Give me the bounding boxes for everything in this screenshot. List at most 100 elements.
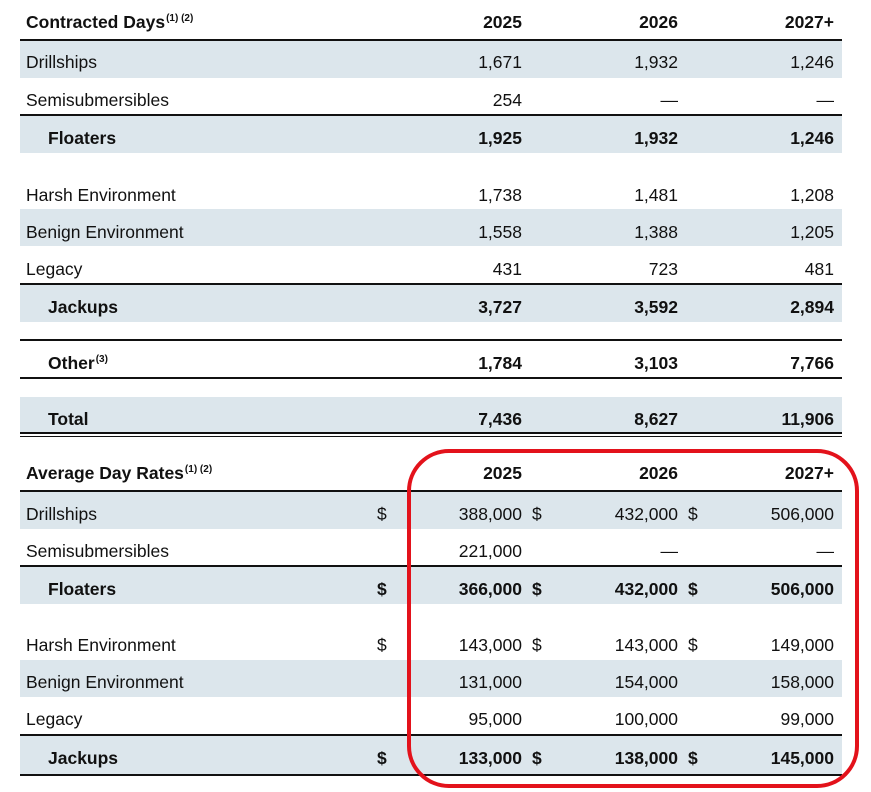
rates-year-3: 2027+ [784, 463, 834, 483]
table-row: Harsh Environment 1,738 1,481 1,208 [20, 172, 842, 209]
contracted-year-1: 2025 [483, 12, 522, 32]
cell-value: 158,000 [770, 672, 834, 692]
cell-value: 95,000 [468, 709, 522, 729]
row-label: Jackups [48, 297, 119, 317]
cell-value: 11,906 [781, 409, 834, 429]
cell-value: 145,000 [770, 748, 834, 768]
contracted-year-2: 2026 [639, 12, 678, 32]
cell-value: 1,558 [478, 222, 522, 242]
currency-symbol: $ [688, 504, 698, 524]
table-row: Semisubmersibles 254 — — [20, 78, 842, 115]
rule [20, 565, 842, 567]
currency-symbol: $ [377, 748, 387, 768]
cell-value: 2,894 [790, 297, 834, 317]
table-row-subtotal: Floaters 1,925 1,932 1,246 [20, 116, 842, 153]
currency-symbol: $ [377, 635, 387, 655]
cell-value: 221,000 [458, 541, 522, 561]
row-label: Drillships [26, 504, 97, 524]
table-row: Legacy 431 723 481 [20, 246, 842, 283]
cell-value: 1,932 [634, 52, 678, 72]
table-row-total: Total 7,436 8,627 11,906 [20, 397, 842, 433]
currency-symbol: $ [532, 748, 542, 768]
cell-value: — [816, 541, 835, 561]
cell-value: 100,000 [614, 709, 678, 729]
contracted-header-row: Contracted Days(1) (2) 2025 2026 2027+ [20, 12, 842, 38]
table-row: Drillships $ 388,000 $ 432,000 $ 506,000 [20, 492, 842, 529]
cell-value: 1,388 [634, 222, 678, 242]
cell-value: 506,000 [770, 504, 834, 524]
cell-value: 1,932 [634, 128, 678, 148]
cell-value: 133,000 [458, 748, 522, 768]
currency-symbol: $ [688, 748, 698, 768]
row-label: Other(3) [48, 353, 108, 373]
table-row-subtotal: Floaters $ 366,000 $ 432,000 $ 506,000 [20, 567, 842, 604]
cell-value: 254 [492, 90, 522, 110]
cell-value: 432,000 [614, 504, 678, 524]
cell-value: 481 [804, 259, 834, 279]
row-label: Harsh Environment [26, 185, 176, 205]
cell-value: 432,000 [614, 579, 678, 599]
cell-value: — [660, 541, 679, 561]
cell-value: 1,481 [634, 185, 678, 205]
row-label: Total [48, 409, 89, 429]
cell-value: 143,000 [458, 635, 522, 655]
cell-value: 1,246 [790, 128, 834, 148]
cell-value: 131,000 [458, 672, 522, 692]
double-rule [20, 432, 842, 437]
cell-value: 3,727 [478, 297, 522, 317]
rates-header-row: Average Day Rates(1) (2) 2025 2026 2027+ [20, 463, 842, 489]
table-row-subtotal: Other(3) 1,784 3,103 7,766 [20, 341, 842, 377]
cell-value: 723 [648, 259, 678, 279]
row-label: Benign Environment [26, 222, 184, 242]
cell-value: 3,592 [634, 297, 678, 317]
cell-value: 138,000 [614, 748, 678, 768]
table-row: Semisubmersibles 221,000 — — [20, 529, 842, 566]
contracted-title: Contracted Days(1) (2) [26, 12, 194, 32]
currency-symbol: $ [532, 635, 542, 655]
table-row: Benign Environment 131,000 154,000 158,0… [20, 660, 842, 697]
row-label: Floaters [48, 579, 117, 599]
table-row: Harsh Environment $ 143,000 $ 143,000 $ … [20, 623, 842, 660]
cell-value: 506,000 [770, 579, 834, 599]
cell-value: 3,103 [634, 353, 678, 373]
currency-symbol: $ [377, 579, 387, 599]
rates-year-1: 2025 [483, 463, 522, 483]
rule [20, 490, 842, 492]
currency-symbol: $ [377, 504, 387, 524]
row-label: Legacy [26, 709, 83, 729]
rule [20, 774, 842, 776]
cell-value: 7,766 [790, 353, 834, 373]
currency-symbol: $ [532, 504, 542, 524]
cell-value: 431 [492, 259, 522, 279]
rule [20, 339, 842, 341]
currency-symbol: $ [532, 579, 542, 599]
cell-value: 1,738 [478, 185, 522, 205]
table-row: Benign Environment 1,558 1,388 1,205 [20, 209, 842, 246]
cell-value: 143,000 [614, 635, 678, 655]
cell-value: 99,000 [780, 709, 834, 729]
rule [20, 283, 842, 285]
cell-value: 1,246 [790, 52, 834, 72]
row-label: Jackups [48, 748, 119, 768]
table-row-subtotal: Jackups $ 133,000 $ 138,000 $ 145,000 [20, 736, 842, 774]
cell-value: 1,671 [478, 52, 522, 72]
cell-value: 1,205 [790, 222, 834, 242]
table-row: Drillships 1,671 1,932 1,246 [20, 41, 842, 78]
cell-value: 8,627 [634, 409, 678, 429]
cell-value: — [816, 90, 835, 110]
rule [20, 114, 842, 116]
table-row-subtotal: Jackups 3,727 3,592 2,894 [20, 285, 842, 322]
rates-title: Average Day Rates(1) (2) [26, 463, 213, 483]
rates-year-2: 2026 [639, 463, 678, 483]
table-row: Legacy 95,000 100,000 99,000 [20, 697, 842, 734]
row-label: Drillships [26, 52, 97, 72]
cell-value: 154,000 [614, 672, 678, 692]
cell-value: 366,000 [458, 579, 522, 599]
cell-value: 1,784 [478, 353, 522, 373]
row-label: Semisubmersibles [26, 90, 169, 110]
currency-symbol: $ [688, 635, 698, 655]
cell-value: 388,000 [458, 504, 522, 524]
cell-value: 1,208 [790, 185, 834, 205]
cell-value: 149,000 [770, 635, 834, 655]
